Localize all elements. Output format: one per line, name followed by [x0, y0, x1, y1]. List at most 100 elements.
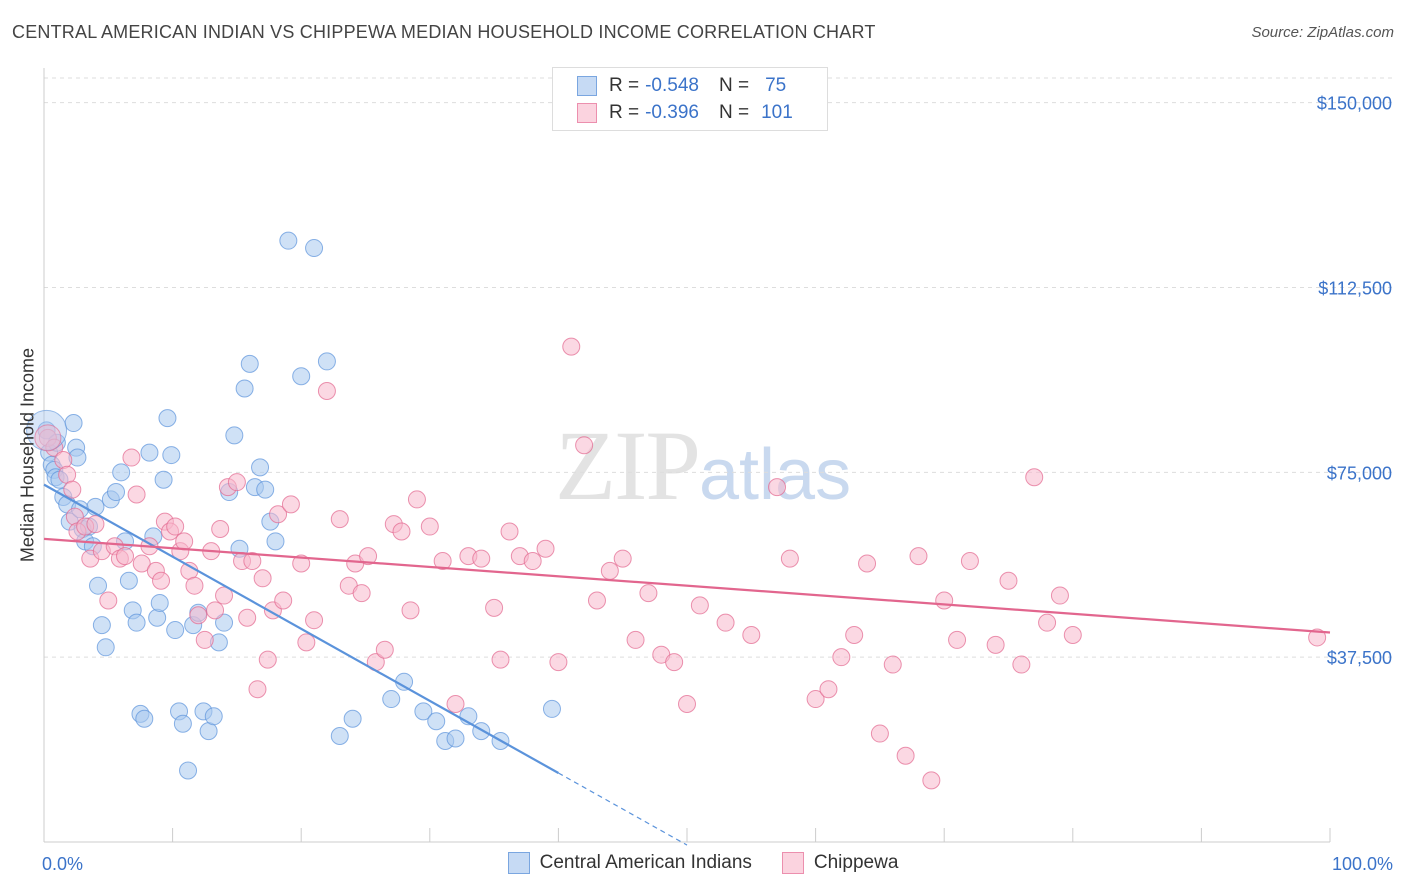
central-american-point	[127, 613, 146, 632]
chippewa-point	[986, 635, 1005, 654]
legend-swatch-pink	[577, 103, 597, 123]
chippewa-point	[132, 554, 151, 573]
chippewa-point	[253, 569, 272, 588]
central-american-point	[148, 608, 167, 627]
central-american-point	[414, 702, 433, 721]
legend-n-value: 75	[765, 75, 787, 96]
chippewa-point	[152, 571, 171, 590]
series-label: Central American Indians	[539, 852, 752, 873]
chippewa-point	[86, 515, 105, 534]
central-american-point	[305, 239, 324, 258]
chippewa-point	[716, 613, 735, 632]
central-american-point	[330, 727, 349, 746]
central-american-point	[446, 729, 465, 748]
central-american-point	[92, 616, 111, 635]
chippewa-point	[175, 532, 194, 551]
legend-r-value: -0.396	[645, 102, 699, 123]
chippewa-point	[780, 549, 799, 568]
chippewa-point	[305, 611, 324, 630]
chippewa-point	[433, 552, 452, 571]
chippewa-point	[845, 625, 864, 644]
chippewa-point	[215, 586, 234, 605]
watermark-zip: ZIP	[555, 410, 701, 521]
central-american-point	[256, 480, 275, 499]
chippewa-point	[536, 539, 555, 558]
legend-n-value: 101	[761, 102, 793, 123]
chippewa-point	[587, 591, 606, 610]
legend-r-label: R =	[609, 75, 640, 96]
central-american-point	[166, 621, 185, 640]
chippewa-point	[665, 653, 684, 672]
central-american-point	[317, 352, 336, 371]
chippewa-point	[935, 591, 954, 610]
central-american-point	[89, 576, 108, 595]
chippewa-point	[832, 648, 851, 667]
chippewa-point	[1025, 468, 1044, 487]
chippewa-point	[1012, 655, 1031, 674]
chippewa-point	[999, 571, 1018, 590]
central-american-point	[343, 709, 362, 728]
central-american-point	[107, 483, 126, 502]
central-american-point	[119, 571, 138, 590]
chippewa-point	[352, 584, 371, 603]
chippewa-point	[281, 495, 300, 514]
chippewa-trendline	[43, 537, 1331, 634]
chippewa-point	[122, 448, 141, 467]
chippewa-point	[639, 584, 658, 603]
chippewa-point	[127, 485, 146, 504]
legend-row-chippewa: R = -0.396 N = 101	[577, 100, 793, 126]
chippewa-point	[99, 591, 118, 610]
chippewa-point	[185, 576, 204, 595]
chippewa-point	[211, 520, 230, 539]
watermark: ZIPatlas	[555, 408, 851, 523]
central-american-point	[251, 458, 270, 477]
chippewa-point	[742, 625, 761, 644]
series-legend: Central American Indians Chippewa	[0, 852, 1406, 874]
legend-n-label: N =	[718, 75, 750, 96]
legend-n-label: N =	[718, 102, 750, 123]
chippewa-point	[485, 598, 504, 617]
central-american-point	[96, 638, 115, 657]
central-american-trendline	[43, 483, 559, 774]
chippewa-point	[472, 549, 491, 568]
central-american-point	[154, 470, 173, 489]
chippewa-point	[317, 381, 336, 400]
central-american-point	[382, 690, 401, 709]
series-legend-item-central-american: Central American Indians	[507, 852, 752, 874]
chippewa-point	[54, 451, 73, 469]
central-american-point	[215, 613, 234, 632]
central-american-point	[427, 712, 446, 731]
chippewa-point	[948, 630, 967, 649]
chippewa-point	[195, 630, 214, 649]
chippewa-point	[896, 746, 915, 765]
central-american-point	[162, 446, 181, 465]
central-american-point	[225, 426, 244, 445]
chippewa-point	[613, 549, 632, 568]
series-swatch-pink	[781, 852, 804, 874]
legend-r-value: -0.548	[645, 75, 699, 96]
central-american-point	[179, 761, 198, 780]
legend-swatch-blue	[577, 76, 597, 96]
chippewa-point	[330, 510, 349, 529]
chippewa-point	[258, 650, 277, 669]
chippewa-point	[909, 547, 928, 566]
x-tick-label-max: 100.0%	[1332, 854, 1393, 874]
chippewa-point	[562, 337, 581, 356]
chippewa-point	[960, 552, 979, 571]
y-axis-label: Median Household Income	[17, 347, 38, 563]
chippewa-point	[500, 522, 519, 541]
chippewa-point	[1038, 613, 1057, 632]
correlation-legend: R = -0.548 N = 75 R = -0.396 N = 101	[552, 67, 828, 131]
series-label: Chippewa	[813, 852, 899, 873]
central-american-point	[64, 414, 83, 433]
chippewa-point	[1050, 586, 1069, 605]
watermark-atlas: atlas	[699, 435, 852, 515]
chippewa-point	[870, 724, 889, 743]
y-tick-label: $75,000	[1327, 463, 1392, 483]
central-american-point	[150, 593, 169, 612]
chippewa-point	[227, 473, 246, 492]
legend-row-central-american: R = -0.548 N = 75	[577, 73, 786, 99]
chippewa-point	[690, 596, 709, 615]
central-american-point	[240, 354, 259, 373]
